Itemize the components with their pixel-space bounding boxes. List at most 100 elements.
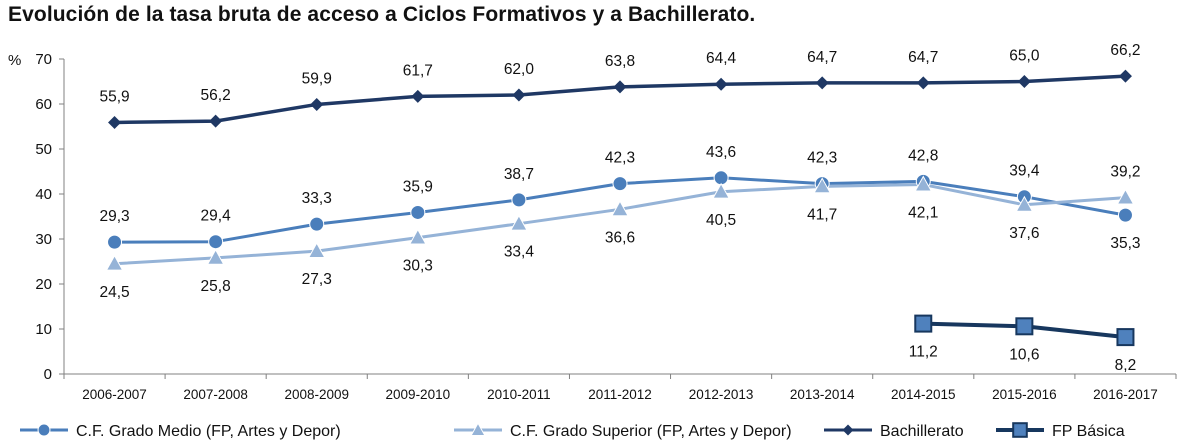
data-label-fp-basica: 10,6 xyxy=(1009,346,1039,363)
data-label-c-f-grado-medio-fp-artes-y-depor: 39,4 xyxy=(1009,163,1040,180)
x-tick-label: 2013-2014 xyxy=(790,387,855,402)
data-label-bachillerato: 66,2 xyxy=(1110,42,1140,59)
data-point-c-f-grado-medio-fp-artes-y-depor xyxy=(713,170,729,186)
data-point-bachillerato xyxy=(209,114,223,128)
series-line-c-f-grado-superior-fp-artes-y-depor xyxy=(114,183,1126,266)
data-label-bachillerato: 64,7 xyxy=(807,49,837,66)
chart-axes: 0 10 20 30 40 50 60 70% 2006-2007 2007-2008 2008-2… xyxy=(8,51,1177,402)
data-point-bachillerato xyxy=(613,80,627,94)
legend-marker-c-f-grado-medio-fp-artes-y-depor xyxy=(37,423,51,437)
y-tick-label: 50 xyxy=(35,141,52,158)
data-label-c-f-grado-medio-fp-artes-y-depor: 35,3 xyxy=(1110,235,1140,252)
data-label-c-f-grado-medio-fp-artes-y-depor: 33,3 xyxy=(302,190,332,207)
data-label-bachillerato: 61,7 xyxy=(403,62,433,79)
data-label-c-f-grado-superior-fp-artes-y-depor: 25,8 xyxy=(201,278,231,295)
data-point-bachillerato xyxy=(815,76,829,90)
data-point-fp-basica xyxy=(1116,328,1135,347)
data-label-bachillerato: 63,8 xyxy=(605,53,635,70)
data-point-fp-basica xyxy=(1015,317,1034,336)
legend-label-fp-basica: FP Básica xyxy=(1052,423,1125,440)
data-point-fp-basica xyxy=(914,314,933,333)
x-tick-label: 2008-2009 xyxy=(284,387,349,402)
data-label-c-f-grado-medio-fp-artes-y-depor: 29,4 xyxy=(201,208,232,225)
data-label-c-f-grado-superior-fp-artes-y-depor: 36,6 xyxy=(605,229,635,246)
data-point-bachillerato xyxy=(1118,69,1132,83)
x-tick-label: 2011-2012 xyxy=(588,387,652,402)
chart-title: Evolución de la tasa bruta de acceso a C… xyxy=(8,3,756,26)
data-point-c-f-grado-medio-fp-artes-y-depor xyxy=(612,176,628,192)
x-tick-label: 2010-2011 xyxy=(487,387,551,402)
data-label-bachillerato: 62,0 xyxy=(504,61,535,78)
y-tick-label: 0 xyxy=(44,366,52,383)
data-point-c-f-grado-superior-fp-artes-y-depor xyxy=(712,182,730,199)
x-tick-label: 2009-2010 xyxy=(386,387,451,402)
y-tick-label: 70 xyxy=(35,51,52,68)
data-label-fp-basica: 11,2 xyxy=(909,344,938,361)
x-tick-label: 2006-2007 xyxy=(82,387,147,402)
legend-marker-bachillerato xyxy=(842,424,854,436)
y-axis-label: % xyxy=(8,52,21,69)
data-point-c-f-grado-medio-fp-artes-y-depor xyxy=(208,234,224,250)
data-label-c-f-grado-superior-fp-artes-y-depor: 37,6 xyxy=(1009,225,1039,242)
data-point-c-f-grado-superior-fp-artes-y-depor xyxy=(914,175,933,192)
y-tick-label: 20 xyxy=(35,276,52,293)
data-label-bachillerato: 65,0 xyxy=(1009,48,1040,65)
series-markers xyxy=(105,69,1135,347)
data-point-c-f-grado-superior-fp-artes-y-depor xyxy=(510,214,528,231)
legend: C.F. Grado Medio (FP, Artes y Depor) C.F.… xyxy=(20,422,1125,440)
data-point-c-f-grado-superior-fp-artes-y-depor xyxy=(813,177,832,194)
data-point-c-f-grado-superior-fp-artes-y-depor xyxy=(105,254,124,271)
data-point-c-f-grado-superior-fp-artes-y-depor xyxy=(1116,188,1135,205)
data-point-c-f-grado-medio-fp-artes-y-depor xyxy=(107,234,123,250)
data-labels: 29,3 29,4 33,3 35,9 38,7 42,3 43,6 42,3 42,8 39,4… xyxy=(99,42,1140,374)
data-point-c-f-grado-superior-fp-artes-y-depor xyxy=(611,200,629,217)
data-point-c-f-grado-medio-fp-artes-y-depor xyxy=(511,192,527,208)
x-tick-label: 2016-2017 xyxy=(1093,387,1158,402)
data-point-c-f-grado-medio-fp-artes-y-depor xyxy=(309,216,325,232)
data-label-bachillerato: 59,9 xyxy=(302,70,332,87)
legend-label-c-f-grado-medio-fp-artes-y-depor: C.F. Grado Medio (FP, Artes y Depor) xyxy=(76,423,341,440)
data-point-c-f-grado-medio-fp-artes-y-depor xyxy=(410,204,426,220)
data-label-c-f-grado-superior-fp-artes-y-depor: 30,3 xyxy=(403,258,433,275)
data-label-c-f-grado-superior-fp-artes-y-depor: 27,3 xyxy=(302,271,332,288)
data-point-c-f-grado-superior-fp-artes-y-depor xyxy=(408,228,427,245)
legend-marker-c-f-grado-superior-fp-artes-y-depor xyxy=(470,422,486,436)
data-label-bachillerato: 55,9 xyxy=(99,88,129,105)
data-point-bachillerato xyxy=(512,88,526,102)
legend-label-c-f-grado-superior-fp-artes-y-depor: C.F. Grado Superior (FP, Artes y Depor) xyxy=(510,423,792,440)
data-label-c-f-grado-superior-fp-artes-y-depor: 33,4 xyxy=(504,244,535,261)
y-tick-label: 10 xyxy=(35,321,52,338)
data-point-bachillerato xyxy=(1017,75,1031,88)
legend-label-bachillerato: Bachillerato xyxy=(880,423,964,440)
data-label-c-f-grado-medio-fp-artes-y-depor: 42,8 xyxy=(908,147,938,164)
data-point-bachillerato xyxy=(108,115,122,129)
data-label-bachillerato: 64,7 xyxy=(908,49,938,66)
x-tick-label: 2014-2015 xyxy=(891,387,956,402)
y-tick-label: 30 xyxy=(35,231,52,248)
data-label-c-f-grado-medio-fp-artes-y-depor: 29,3 xyxy=(99,208,129,225)
data-point-bachillerato xyxy=(916,76,930,90)
data-label-c-f-grado-medio-fp-artes-y-depor: 35,9 xyxy=(403,178,433,195)
data-label-c-f-grado-medio-fp-artes-y-depor: 38,7 xyxy=(504,166,534,183)
data-point-bachillerato xyxy=(310,97,324,111)
data-label-c-f-grado-superior-fp-artes-y-depor: 40,5 xyxy=(706,212,736,229)
x-tick-label: 2012-2013 xyxy=(689,387,754,402)
data-point-c-f-grado-superior-fp-artes-y-depor xyxy=(307,242,326,259)
data-label-c-f-grado-superior-fp-artes-y-depor: 24,5 xyxy=(99,284,129,301)
data-label-fp-basica: 8,2 xyxy=(1115,357,1137,374)
data-point-c-f-grado-superior-fp-artes-y-depor xyxy=(1015,195,1034,212)
data-label-bachillerato: 64,4 xyxy=(706,50,737,67)
data-label-c-f-grado-superior-fp-artes-y-depor: 39,2 xyxy=(1110,164,1140,181)
y-tick-label: 60 xyxy=(35,96,52,113)
legend-marker-fp-basica xyxy=(1012,422,1028,438)
x-tick-label: 2015-2016 xyxy=(992,387,1057,402)
data-label-c-f-grado-superior-fp-artes-y-depor: 42,1 xyxy=(908,205,938,222)
data-label-bachillerato: 56,2 xyxy=(201,87,231,104)
data-point-c-f-grado-superior-fp-artes-y-depor xyxy=(206,248,225,265)
x-tick-label: 2007-2008 xyxy=(183,387,248,402)
data-label-c-f-grado-medio-fp-artes-y-depor: 42,3 xyxy=(605,150,635,167)
data-label-c-f-grado-superior-fp-artes-y-depor: 41,7 xyxy=(807,206,837,223)
data-point-bachillerato xyxy=(714,77,728,91)
data-label-c-f-grado-medio-fp-artes-y-depor: 42,3 xyxy=(807,150,837,167)
